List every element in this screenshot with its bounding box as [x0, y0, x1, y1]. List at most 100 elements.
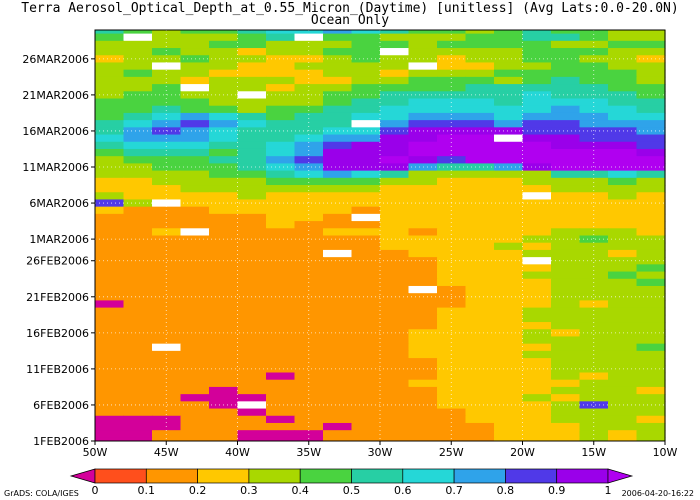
heatmap-cell [380, 293, 410, 301]
heatmap-cell [237, 350, 267, 359]
heatmap-cell [408, 307, 438, 316]
heatmap-cell [209, 379, 239, 388]
heatmap-cell [408, 264, 438, 273]
heatmap-cell [209, 185, 239, 193]
heatmap-cell [266, 156, 296, 164]
heatmap-cell [351, 422, 381, 431]
heatmap-cell [465, 394, 495, 402]
heatmap-cell [494, 401, 524, 410]
heatmap-cell [465, 163, 495, 172]
heatmap-cell [551, 430, 581, 438]
colorbar-label: 0.3 [240, 484, 258, 497]
heatmap-cell [522, 386, 552, 395]
heatmap-cell [551, 228, 581, 237]
heatmap-cell [636, 141, 666, 150]
y-tick-label: 16MAR2006 [22, 125, 89, 138]
heatmap-cell [551, 249, 581, 258]
heatmap-cell [494, 141, 524, 150]
heatmap-cell [123, 278, 153, 287]
heatmap-cell [551, 235, 581, 244]
heatmap-cell [123, 415, 153, 424]
heatmap-cell [266, 91, 296, 100]
heatmap-cell [237, 91, 267, 100]
heatmap-cell [636, 336, 666, 345]
heatmap-cell [465, 33, 495, 42]
heatmap-cell [294, 40, 324, 49]
heatmap-cell [237, 249, 267, 258]
heatmap-cell [465, 336, 495, 345]
heatmap-cell [380, 185, 410, 193]
heatmap-cell [95, 257, 125, 265]
heatmap-cell [551, 415, 581, 424]
heatmap-cell [351, 408, 381, 417]
heatmap-cell [95, 271, 125, 280]
heatmap-cell [522, 163, 552, 172]
y-tick-label: 1MAR2006 [29, 233, 89, 246]
x-tick-label: 10W [653, 446, 678, 459]
heatmap-cell [294, 213, 324, 222]
heatmap-cell [123, 264, 153, 273]
heatmap-cell [408, 40, 438, 49]
heatmap-cell [237, 235, 267, 244]
heatmap-cell [579, 293, 609, 301]
heatmap-cell [380, 98, 410, 107]
heatmap-cell [123, 163, 153, 172]
heatmap-cell [408, 358, 438, 366]
heatmap-cell [494, 192, 524, 201]
heatmap-cell [351, 350, 381, 359]
heatmap-cell [522, 422, 552, 431]
heatmap-cell [351, 372, 381, 381]
heatmap-cell [579, 437, 609, 441]
heatmap-cell [351, 358, 381, 366]
heatmap-cell [294, 141, 324, 150]
heatmap-cell [608, 415, 638, 424]
heatmap-cell [522, 358, 552, 366]
heatmap-cell [323, 314, 353, 323]
heatmap-cell [380, 235, 410, 244]
heatmap-cell [152, 120, 182, 128]
heatmap-cell [465, 48, 495, 56]
heatmap-cell [323, 192, 353, 201]
heatmap-cell [237, 84, 267, 92]
heatmap-cell [123, 372, 153, 381]
colorbar-label: 0.7 [445, 484, 463, 497]
heatmap-cell [95, 278, 125, 287]
heatmap-cell [408, 177, 438, 186]
heatmap-cell [380, 192, 410, 201]
heatmap-cell [465, 350, 495, 359]
heatmap-cell [551, 293, 581, 301]
heatmap-cell [465, 62, 495, 71]
colorbar-box [145, 468, 198, 484]
heatmap-cell [437, 264, 467, 273]
heatmap-cell [266, 350, 296, 359]
heatmap-cell [494, 242, 524, 251]
heatmap-cell [294, 120, 324, 128]
heatmap-cell [579, 120, 609, 128]
heatmap-cell [636, 213, 666, 222]
heatmap-cell [608, 48, 638, 56]
heatmap-cell [437, 415, 467, 424]
heatmap-cell [351, 228, 381, 237]
heatmap-cell [636, 221, 666, 229]
heatmap-cell [237, 379, 267, 388]
heatmap-cell [152, 33, 182, 42]
heatmap-cell [579, 300, 609, 309]
heatmap-cell [608, 437, 638, 441]
heatmap-cell [522, 350, 552, 359]
heatmap-cell [465, 430, 495, 438]
heatmap-cell [494, 221, 524, 229]
heatmap-cell [408, 170, 438, 179]
heatmap-cell [95, 199, 125, 208]
heatmap-cell [408, 249, 438, 258]
heatmap-cell [95, 228, 125, 237]
heatmap-cell [123, 322, 153, 330]
heatmap-cell [266, 62, 296, 71]
x-tick-label: 30W [368, 446, 393, 459]
heatmap-cell [351, 278, 381, 287]
heatmap-cell [209, 221, 239, 229]
heatmap-cell [266, 141, 296, 150]
heatmap-cell [408, 33, 438, 42]
heatmap-cell [636, 271, 666, 280]
heatmap-cell [522, 177, 552, 186]
heatmap-cell [294, 379, 324, 388]
